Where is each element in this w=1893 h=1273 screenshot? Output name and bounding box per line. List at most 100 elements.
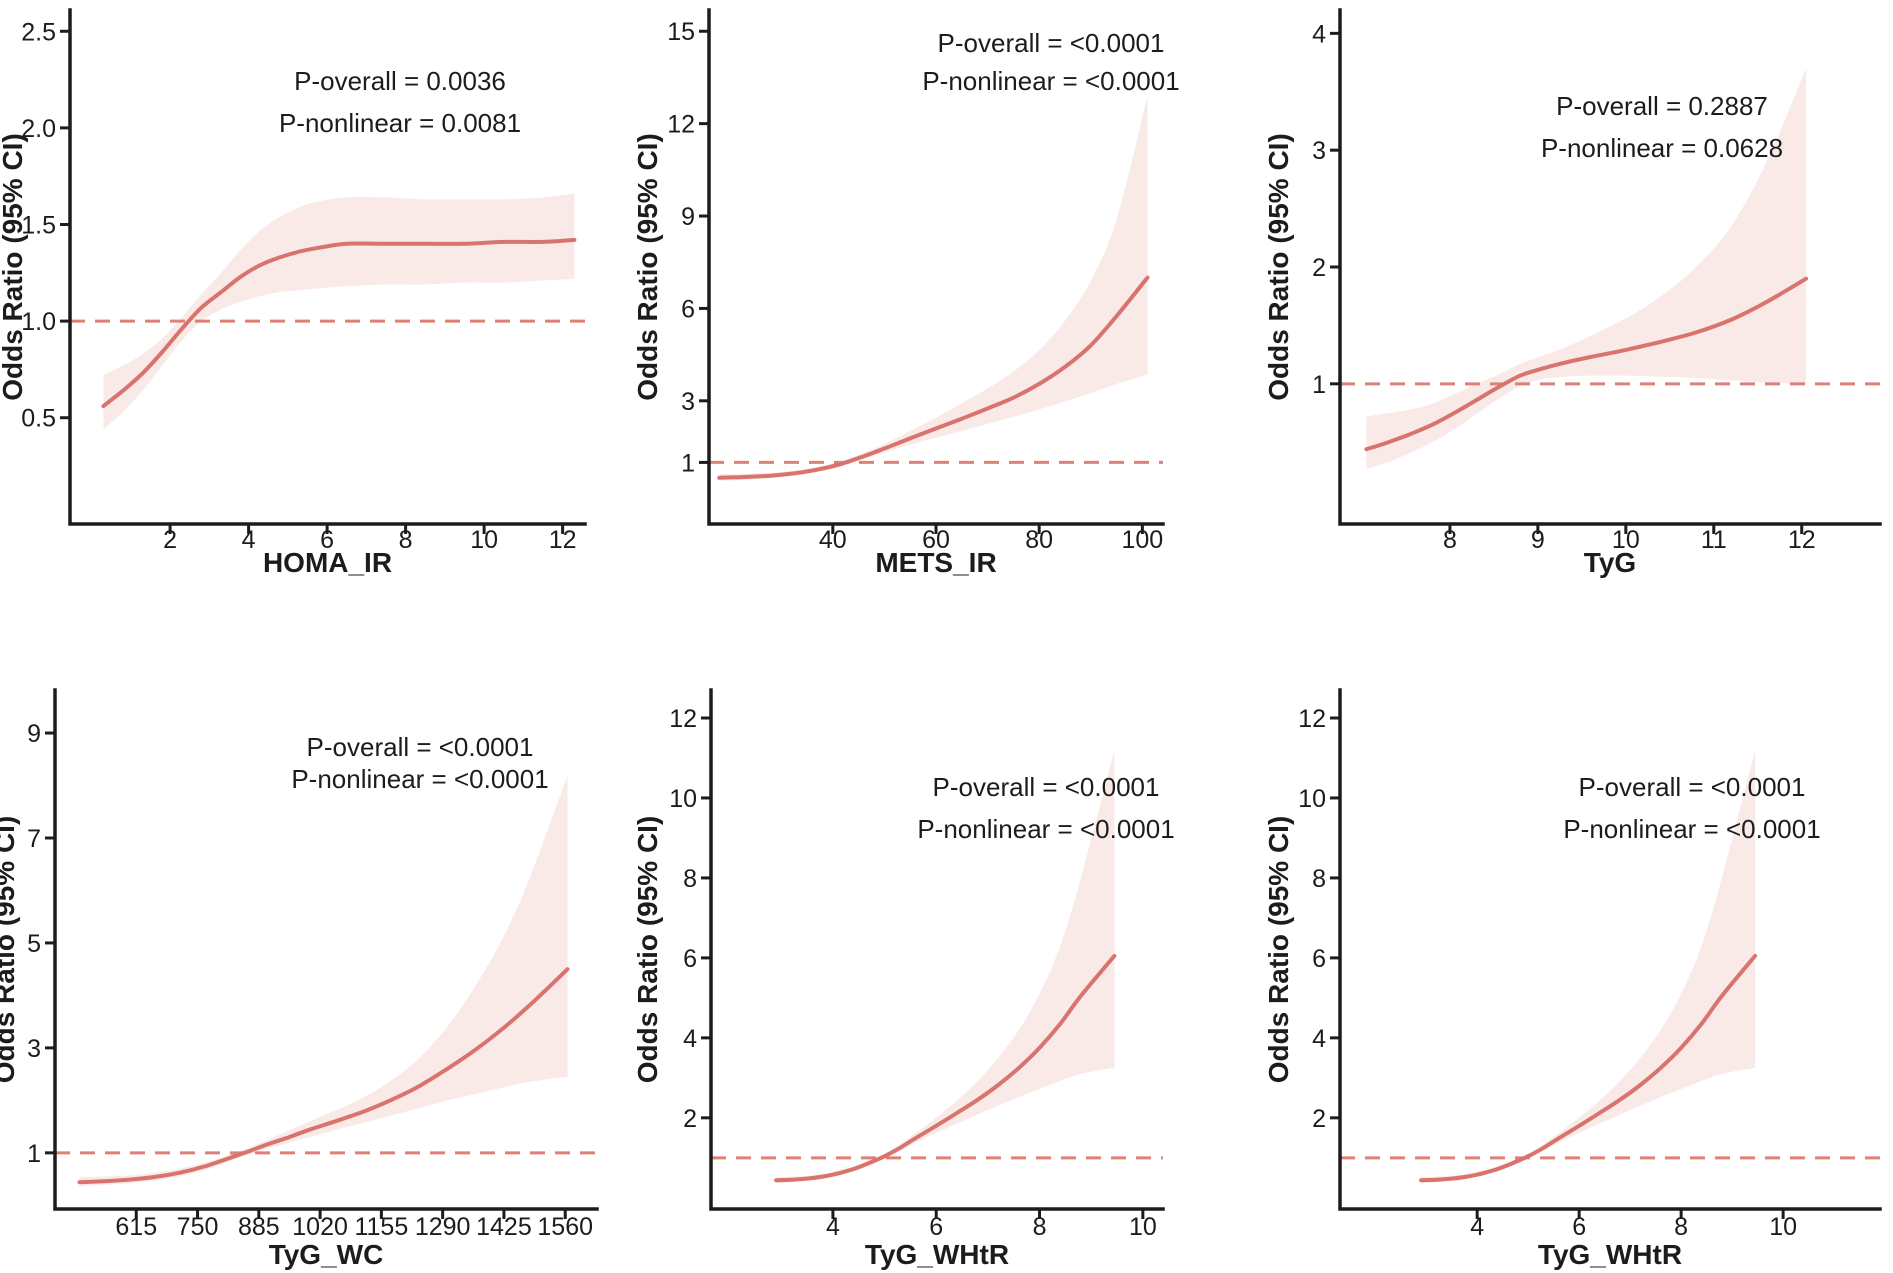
y-tick-label: 6: [683, 945, 697, 973]
y-tick-label: 1: [681, 449, 695, 477]
x-tick-label: 40: [819, 526, 847, 554]
x-tick-label: 6: [320, 526, 334, 554]
y-tick-label: 12: [1298, 705, 1326, 733]
x-tick-label: 885: [238, 1213, 280, 1241]
spline-plot-tyg-whtr-2: 2 4 6 8 10 12 4 6 8 10 TyG_WHtR Odds Ratio (95% CI)…: [1263, 688, 1882, 1270]
y-tick-label: 1.0: [21, 308, 56, 336]
x-tick-label: 8: [1033, 1213, 1047, 1241]
y-tick-label: 9: [27, 720, 41, 748]
panel-tyg-wc: 1 3 5 7 9 615 750 885 1020 1155 1290 1425 1560 TyG_WC…: [0, 578, 631, 1273]
x-tick-label: 6: [929, 1213, 943, 1241]
ci-band: [1366, 68, 1807, 470]
p-nonlinear-annotation: P-nonlinear = <0.0001: [291, 764, 548, 794]
y-tick-label: 5: [27, 930, 41, 958]
p-overall-annotation: P-overall = <0.0001: [938, 28, 1165, 58]
x-tick-label: 1560: [537, 1213, 593, 1241]
y-axis-title: Odds Ratio (95% CI): [1263, 133, 1294, 401]
y-axis-title: Odds Ratio (95% CI): [632, 816, 663, 1084]
y-tick-label: 6: [1312, 945, 1326, 973]
spline-curve: [1364, 276, 1809, 452]
x-tick-label: 750: [177, 1213, 219, 1241]
spline-plot-mets-ir: 1 3 6 9 12 15 40 60 80 100 METS_IR Odds Ratio (95% …: [632, 8, 1180, 578]
y-tick-label: 8: [683, 865, 697, 893]
p-nonlinear-annotation: P-nonlinear = <0.0001: [1563, 814, 1820, 844]
spline-curve: [101, 237, 577, 409]
x-axis-title: METS_IR: [875, 547, 996, 578]
spline-curve: [774, 953, 1117, 1183]
x-tick-label: 1425: [476, 1213, 532, 1241]
p-nonlinear-annotation: P-nonlinear = <0.0001: [922, 66, 1179, 96]
axis-lines: [1338, 8, 1882, 526]
y-tick-label: 4: [1312, 20, 1326, 48]
x-tick-label: 2: [163, 526, 177, 554]
spline-curve: [1419, 953, 1758, 1183]
y-axis-title: Odds Ratio (95% CI): [0, 133, 28, 401]
spline-curve: [77, 967, 570, 1185]
x-tick-label: 9: [1531, 526, 1545, 554]
x-tick-label: 8: [399, 526, 413, 554]
y-tick-label: 3: [27, 1035, 41, 1063]
axis-lines: [68, 8, 587, 526]
y-axis-title: Odds Ratio (95% CI): [1263, 816, 1294, 1084]
spline-plot-tyg-whtr-1: 2 4 6 8 10 12 4 6 8 10 TyG_WHtR Odds Ratio (95% CI)…: [632, 688, 1175, 1270]
x-tick-label: 10: [1612, 526, 1640, 554]
y-tick-label: 12: [667, 111, 695, 139]
panel-tyg-whtr-1: 2 4 6 8 10 12 4 6 8 10 TyG_WHtR Odds Ratio (95% CI)…: [631, 578, 1262, 1273]
x-tick-label: 1155: [354, 1213, 408, 1241]
y-tick-label: 8: [1312, 865, 1326, 893]
x-axis-title: HOMA_IR: [263, 547, 392, 578]
x-tick-label: 4: [826, 1213, 840, 1241]
y-tick-label: 2.5: [21, 18, 56, 46]
p-overall-annotation: P-overall = 0.0036: [294, 66, 506, 96]
y-tick-label: 0.5: [21, 405, 56, 433]
spline-plot-tyg-wc: 1 3 5 7 9 615 750 885 1020 1155 1290 1425 1560 TyG_WC…: [0, 688, 599, 1270]
p-nonlinear-annotation: P-nonlinear = 0.0081: [279, 108, 521, 138]
y-tick-label: 2.0: [21, 115, 56, 143]
x-axis-title: TyG_WC: [269, 1239, 384, 1270]
panel-homa-ir: 0.5 1.0 1.5 2.0 2.5 2 4 6 8 10 12 HOMA_IR Odds Ratio…: [0, 0, 631, 578]
x-tick-label: 6: [1572, 1213, 1586, 1241]
x-axis-title: TyG_WHtR: [865, 1239, 1009, 1270]
ci-band: [719, 95, 1148, 481]
y-axis-title: Odds Ratio (95% CI): [632, 133, 663, 401]
x-axis-title: TyG_WHtR: [1538, 1239, 1682, 1270]
ci-band: [103, 193, 575, 430]
x-tick-label: 1290: [415, 1213, 471, 1241]
x-tick-label: 12: [1788, 526, 1816, 554]
p-overall-annotation: P-overall = <0.0001: [307, 732, 534, 762]
x-tick-label: 10: [1769, 1213, 1797, 1241]
y-tick-label: 3: [1312, 137, 1326, 165]
y-tick-label: 2: [1312, 254, 1326, 282]
x-tick-label: 100: [1122, 526, 1164, 554]
axis-lines: [1338, 688, 1882, 1211]
y-tick-label: 2: [1312, 1105, 1326, 1133]
y-tick-label: 4: [1312, 1025, 1326, 1053]
y-tick-label: 9: [681, 203, 695, 231]
y-axis-title: Odds Ratio (95% CI): [0, 816, 20, 1084]
y-tick-label: 1: [27, 1140, 41, 1168]
y-tick-label: 10: [1298, 785, 1326, 813]
x-tick-label: 8: [1674, 1213, 1688, 1241]
panel-mets-ir: 1 3 6 9 12 15 40 60 80 100 METS_IR Odds Ratio (95% …: [631, 0, 1262, 578]
y-tick-label: 10: [669, 785, 697, 813]
x-tick-label: 8: [1443, 526, 1457, 554]
ci-band: [776, 750, 1115, 1183]
x-tick-label: 1020: [292, 1213, 348, 1241]
x-tick-label: 12: [549, 526, 577, 554]
p-overall-annotation: P-overall = <0.0001: [1579, 772, 1806, 802]
y-tick-label: 4: [683, 1025, 697, 1053]
panel-tyg-whtr-2: 2 4 6 8 10 12 4 6 8 10 TyG_WHtR Odds Ratio (95% CI)…: [1262, 578, 1893, 1273]
ci-band: [1421, 750, 1756, 1183]
p-nonlinear-annotation: P-nonlinear = 0.0628: [1541, 133, 1783, 163]
x-tick-label: 4: [242, 526, 256, 554]
spline-plot-homa-ir: 0.5 1.0 1.5 2.0 2.5 2 4 6 8 10 12 HOMA_IR Odds Ratio…: [0, 8, 587, 578]
x-tick-label: 615: [115, 1213, 157, 1241]
x-tick-label: 11: [1701, 526, 1727, 554]
p-overall-annotation: P-overall = 0.2887: [1556, 91, 1768, 121]
axis-lines: [707, 8, 1165, 526]
y-tick-label: 12: [669, 705, 697, 733]
y-tick-label: 15: [667, 18, 695, 46]
axis-lines: [53, 688, 599, 1211]
axis-lines: [709, 688, 1165, 1211]
